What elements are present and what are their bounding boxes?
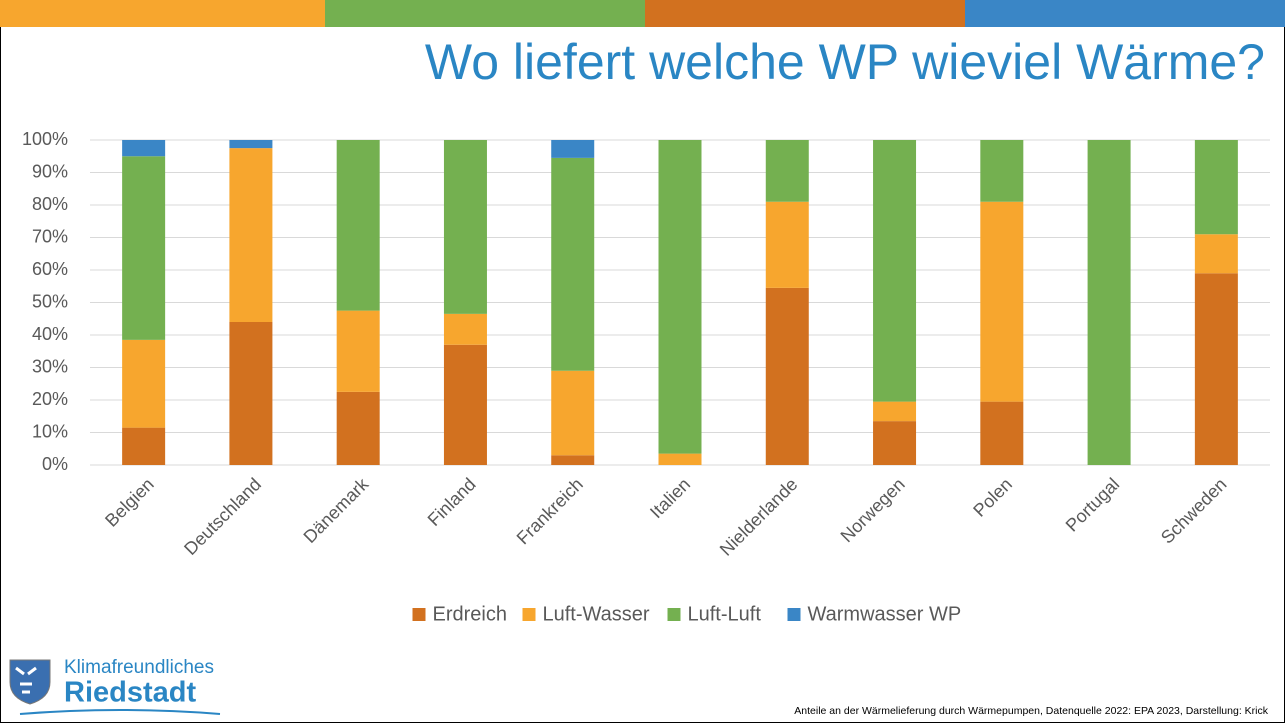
bar-segment: [658, 453, 702, 465]
bar-segment: [443, 313, 487, 345]
bar-segment: [551, 140, 595, 158]
bar-segment: [873, 140, 917, 402]
bar-segment: [1087, 140, 1131, 465]
bar-segment: [658, 140, 702, 454]
legend-label: Erdreich: [433, 603, 507, 625]
bar-segment: [765, 201, 809, 288]
top-stripe: [965, 0, 1285, 27]
y-tick-label: 10%: [32, 421, 68, 441]
bar-segment: [1194, 273, 1238, 465]
bar-segment: [1194, 140, 1238, 235]
bar-segment: [122, 427, 166, 465]
legend-swatch: [667, 608, 681, 621]
footer-note: Anteile an der Wärmelieferung durch Wärm…: [794, 705, 1268, 717]
bar-segment: [336, 140, 380, 311]
bar-segment: [765, 287, 809, 465]
bar-segment: [765, 140, 809, 202]
bar-segment: [122, 140, 166, 157]
bar-segment: [980, 140, 1024, 202]
bar-segment: [122, 156, 166, 340]
legend-label: Warmwasser WP: [808, 603, 962, 625]
bar-segment: [873, 401, 917, 422]
top-stripe: [0, 0, 325, 27]
legend-swatch: [787, 608, 801, 621]
bar-segment: [229, 140, 273, 149]
logo: Klimafreundliches Riedstadt: [9, 657, 221, 715]
bar-segment: [551, 157, 595, 371]
legend-label: Luft-Luft: [688, 603, 762, 625]
y-tick-label: 40%: [32, 324, 68, 344]
crest-detail: [15, 666, 37, 694]
bar-segment: [229, 322, 273, 465]
legend-swatch: [522, 608, 536, 621]
bar-segment: [229, 148, 273, 322]
y-tick-label: 100%: [22, 129, 68, 149]
bar-segment: [336, 391, 380, 465]
top-stripe: [645, 0, 965, 27]
logo-line1: Klimafreundliches: [64, 657, 214, 678]
y-tick-label: 60%: [32, 259, 68, 279]
bar-segment: [122, 339, 166, 428]
bar-segment: [980, 201, 1024, 402]
bar-segment: [443, 140, 487, 314]
y-tick-label: 90%: [32, 161, 68, 181]
bar-segment: [443, 344, 487, 465]
y-tick-label: 50%: [32, 291, 68, 311]
bar-segment: [1194, 234, 1238, 274]
bar-segment: [551, 370, 595, 456]
bar-segment: [551, 455, 595, 465]
y-tick-label: 30%: [32, 356, 68, 376]
logo-line2: Riedstadt: [64, 677, 196, 709]
bar-segment: [873, 421, 917, 465]
bar-segment: [336, 310, 380, 392]
y-tick-label: 80%: [32, 194, 68, 214]
legend-swatch: [412, 608, 426, 621]
legend-label: Luft-Wasser: [543, 603, 650, 625]
bar-segment: [980, 401, 1024, 465]
y-tick-label: 20%: [32, 389, 68, 409]
slide-title: Wo liefert welche WP wieviel Wärme?: [425, 34, 1265, 90]
y-tick-label: 70%: [32, 226, 68, 246]
top-stripe: [325, 0, 645, 27]
logo-swoosh: [19, 709, 221, 715]
y-tick-label: 0%: [42, 454, 68, 474]
